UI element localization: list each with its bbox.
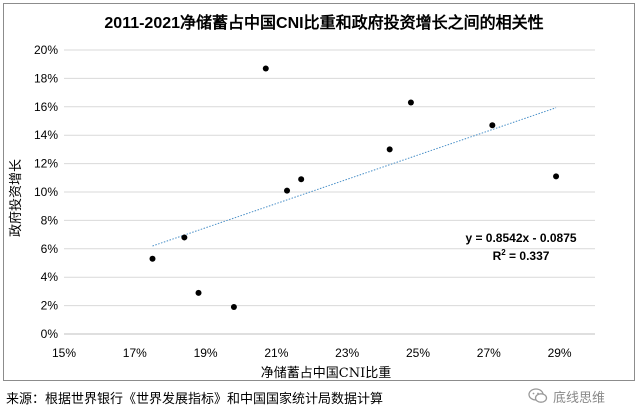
- source-note: 来源：根据世界银行《世界发展指标》和中国国家统计局数据计算: [6, 392, 384, 407]
- data-point: [230, 304, 237, 311]
- y-tick-label: 8%: [41, 213, 59, 227]
- y-axis-ticks: 0% 2% 4% 6% 8% 10% 12% 14% 16% 18% 20%: [34, 43, 58, 341]
- x-tick-label: 15%: [52, 346, 76, 360]
- y-tick-label: 0%: [41, 327, 59, 341]
- x-tick-label: 21%: [264, 346, 288, 360]
- watermark: 底线思维: [528, 386, 605, 406]
- y-tick-label: 10%: [34, 185, 58, 199]
- y-tick-label: 16%: [34, 100, 58, 114]
- data-points: [149, 65, 560, 311]
- data-point: [284, 187, 291, 194]
- data-point: [149, 255, 156, 262]
- y-tick-label: 12%: [34, 157, 58, 171]
- y-axis-label: 政府投资增长: [8, 159, 24, 237]
- x-tick-label: 29%: [548, 346, 572, 360]
- x-tick-label: 19%: [194, 346, 218, 360]
- data-point: [386, 146, 393, 153]
- data-point: [407, 99, 414, 106]
- r-squared: R2 = 0.337: [493, 248, 550, 263]
- data-point: [195, 289, 202, 296]
- data-point: [181, 234, 188, 241]
- y-tick-label: 20%: [34, 43, 58, 57]
- x-tick-label: 23%: [335, 346, 359, 360]
- y-tick-label: 14%: [34, 128, 58, 142]
- x-tick-label: 25%: [406, 346, 430, 360]
- wechat-icon: [528, 388, 548, 403]
- chart-title: 2011-2021净储蓄占中国CNI比重和政府投资增长之间的相关性: [104, 13, 543, 32]
- x-tick-label: 17%: [123, 346, 147, 360]
- trend-equation: y = 0.8542x - 0.0875: [465, 231, 576, 245]
- chart-frame: 2011-2021净储蓄占中国CNI比重和政府投资增长之间的相关性 0% 2% 4%…: [3, 3, 635, 381]
- gridlines: [64, 49, 595, 335]
- y-tick-label: 4%: [41, 270, 59, 284]
- y-tick-label: 6%: [41, 242, 59, 256]
- data-point: [298, 176, 305, 183]
- x-axis-label: 净储蓄占中国CNI比重: [261, 365, 391, 381]
- x-axis-ticks: 15% 17% 19% 21% 23% 25% 27% 29%: [52, 346, 572, 360]
- watermark-text: 底线思维: [553, 390, 606, 406]
- scatter-chart: 2011-2021净储蓄占中国CNI比重和政府投资增长之间的相关性 0% 2% 4%…: [8, 13, 595, 381]
- data-point: [489, 122, 496, 129]
- trend-line: [152, 107, 557, 247]
- data-point: [262, 65, 269, 72]
- y-tick-label: 18%: [34, 71, 58, 85]
- data-point: [553, 173, 560, 180]
- x-tick-label: 27%: [477, 346, 501, 360]
- y-tick-label: 2%: [41, 299, 59, 313]
